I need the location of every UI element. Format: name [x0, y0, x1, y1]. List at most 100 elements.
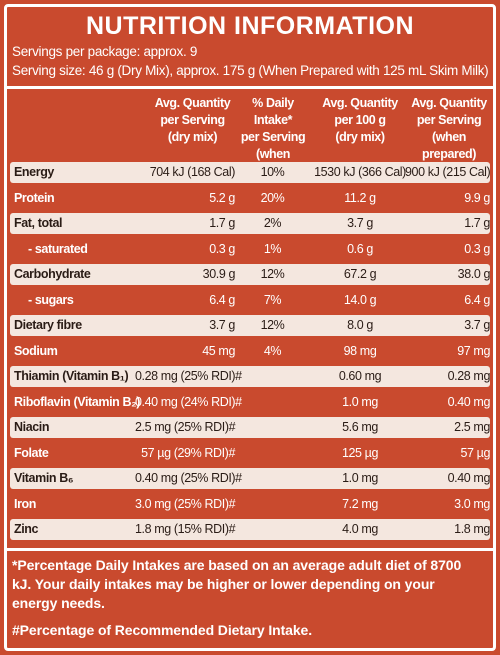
nutrient-value: 2.5 mg [454, 420, 490, 434]
nutrient-name: Sodium [14, 343, 58, 358]
header-line: Avg. Quantity [322, 96, 398, 110]
nutrient-value: 3.7 g [464, 318, 490, 332]
nutrient-value: 3.7 g [347, 216, 373, 230]
table-row: Niacin 2.5 mg (25% RDI)# 5.6 mg 2.5 mg [10, 417, 490, 438]
header-line: Avg. Quantity [154, 96, 231, 110]
table-row: - sugars 6.4 g 7% 14.0 g 6.4 g [10, 290, 490, 311]
frame [4, 4, 496, 651]
divider [7, 548, 493, 551]
nutrient-name: Dietary fibre [14, 318, 82, 332]
nutrient-value: 0.40 mg (24% RDI)# [135, 394, 242, 409]
table-row: Fat, total 1.7 g 2% 3.7 g 1.7 g [10, 213, 490, 234]
table-row: Protein 5.2 g 20% 11.2 g 9.9 g [10, 188, 490, 209]
header-line: % Daily Intake* [252, 96, 294, 127]
nutrient-name: Protein [14, 190, 55, 205]
nutrient-value: 45 mg [202, 343, 235, 358]
nutrient-value: 0.28 mg (25% RDI)# [135, 369, 242, 383]
nutrient-name: Thiamin (Vitamin B₁) [14, 369, 129, 383]
nutrient-value: 6.4 g [464, 292, 490, 307]
nutrient-value: 30.9 g [202, 267, 236, 281]
nutrient-value: 38.0 g [457, 267, 491, 281]
nutrient-value: 2% [263, 216, 282, 230]
nutrient-value: 97 mg [457, 343, 490, 358]
table-row: Riboflavin (Vitamin B₂) 0.40 mg (24% RDI)… [10, 392, 490, 413]
nutrient-name: Fat, total [14, 216, 63, 230]
nutrient-name: - saturated [28, 241, 88, 256]
footnote: #Percentage of Recommended Dietary Intak… [12, 622, 313, 638]
header-line: per Serving [160, 113, 225, 127]
header-line: per Serving [416, 113, 482, 127]
nutrient-value: 0.6 g [347, 241, 373, 256]
table-row: Dietary fibre 3.7 g 12% 8.0 g 3.7 g [10, 315, 490, 336]
column-header: Avg. Quantity per Serving (dry mix) [145, 95, 240, 146]
nutrient-value: 900 kJ (215 Cal) [405, 165, 491, 179]
nutrient-value: 7% [263, 292, 282, 307]
nutrient-value: 3.0 mg (25% RDI)# [135, 496, 236, 511]
divider [7, 86, 493, 89]
nutrient-name: Folate [14, 445, 49, 460]
table-row: Folate 57 µg (29% RDI)# 125 µg 57 µg [10, 443, 490, 464]
header-line: (dry mix) [335, 130, 385, 144]
nutrient-value: 9.9 g [464, 190, 490, 205]
table-row: Sodium 45 mg 4% 98 mg 97 mg [10, 341, 490, 362]
nutrient-name: Energy [14, 165, 54, 179]
nutrient-name: Vitamin B₆ [14, 471, 74, 485]
nutrient-value: 57 µg (29% RDI)# [141, 445, 235, 460]
table-row: Thiamin (Vitamin B₁) 0.28 mg (25% RDI)# 0.… [10, 366, 490, 387]
nutrient-name: Niacin [14, 420, 50, 434]
column-header: Avg. Quantity per 100 g (dry mix) [314, 95, 406, 146]
nutrient-value: 1.0 mg [342, 471, 378, 485]
nutrient-value: 20% [260, 190, 285, 205]
nutrient-value: 1.7 g [464, 216, 490, 230]
table-row: Zinc 1.8 mg (15% RDI)# 4.0 mg 1.8 mg [10, 519, 490, 540]
nutrient-name: Riboflavin (Vitamin B₂) [14, 394, 140, 409]
nutrient-name: - sugars [28, 292, 74, 307]
nutrient-value: 67.2 g [343, 267, 377, 281]
nutrient-value: 1530 kJ (366 Cal) [314, 165, 406, 179]
nutrient-value: 6.4 g [209, 292, 235, 307]
nutrient-value: 0.3 g [464, 241, 490, 256]
nutrient-value: 57 µg [460, 445, 490, 460]
nutrient-value: 7.2 mg [342, 496, 378, 511]
header-line: (when prepared) [421, 130, 477, 161]
nutrient-name: Zinc [14, 522, 39, 536]
nutrient-value: 125 µg [341, 445, 379, 460]
nutrient-value: 3.0 mg [454, 496, 490, 511]
nutrient-value: 14.0 g [343, 292, 377, 307]
nutrient-value: 1.0 mg [342, 394, 378, 409]
nutrient-value: 1% [263, 241, 282, 256]
header-line: Avg. Quantity [411, 96, 487, 110]
table-header: Avg. Quantity per Serving (dry mix) % Daily… [0, 95, 500, 178]
nutrient-value: 4.0 mg [342, 522, 378, 536]
servings: Servings per package: approx. 9 [12, 44, 198, 59]
nutrient-value: 3.7 g [209, 318, 235, 332]
table-row: Energy 704 kJ (168 Cal) 10% 1530 kJ (366 Ca… [10, 162, 491, 183]
nutrient-value: 0.60 mg [338, 369, 382, 383]
nutrient-value: 0.40 mg [447, 394, 491, 409]
nutrient-value: 5.2 g [209, 190, 235, 205]
nutrient-value: 10% [260, 165, 285, 179]
nutrient-value: 8.0 g [347, 318, 373, 332]
table-row: Carbohydrate 30.9 g 12% 67.2 g 38.0 g [10, 264, 490, 285]
nutrient-value: 5.6 mg [342, 420, 378, 434]
header-line: (dry mix) [167, 130, 218, 144]
nutrient-value: 12% [260, 318, 285, 332]
nutrient-value: 1.8 mg [454, 522, 490, 536]
table-row: Vitamin B₆ 0.40 mg (25% RDI)# 1.0 mg 0.40 m… [10, 468, 490, 489]
footnote: *Percentage Daily Intakes are based on a… [12, 557, 462, 611]
nutrient-value: 4% [263, 343, 282, 358]
column-header: Avg. Quantity per Serving (when prepared) [404, 95, 494, 163]
table-row: Iron 3.0 mg (25% RDI)# 7.2 mg 3.0 mg [10, 494, 490, 515]
nutrient-value: 2.5 mg (25% RDI)# [135, 420, 236, 434]
nutrient-value: 1.7 g [209, 216, 235, 230]
nutrient-value: 0.40 mg [447, 471, 491, 485]
header-line: per Serving [240, 130, 306, 144]
nutrient-value: 0.28 mg [447, 369, 491, 383]
nutrient-value: 704 kJ (168 Cal) [149, 165, 236, 179]
nutrient-name: Iron [14, 496, 37, 511]
nutrient-value: 11.2 g [344, 190, 376, 205]
title: NUTRITION INFORMATION [85, 12, 415, 40]
nutrient-name: Carbohydrate [14, 267, 91, 281]
nutrient-value: 1.8 mg (15% RDI)# [135, 522, 236, 536]
